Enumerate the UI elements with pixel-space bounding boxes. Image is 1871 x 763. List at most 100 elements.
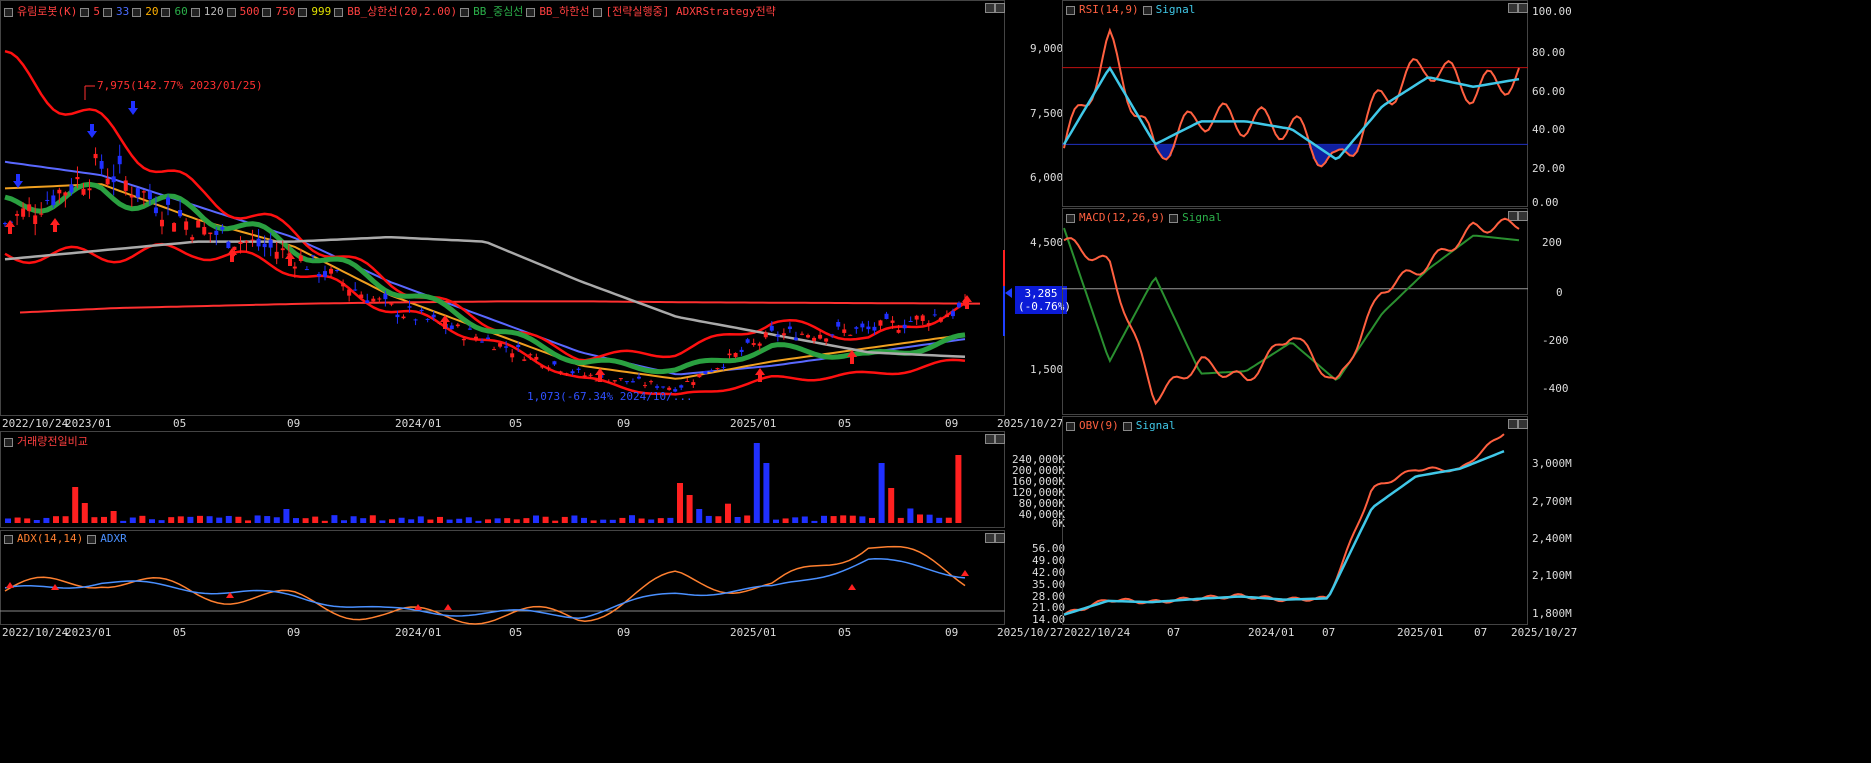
legend-checkbox[interactable] bbox=[226, 7, 236, 17]
legend-checkbox[interactable] bbox=[298, 7, 308, 17]
panel-restore-icon[interactable] bbox=[1508, 419, 1518, 429]
panel-close-icon[interactable] bbox=[995, 3, 1005, 13]
macd-axis: 200 0 -200 -400 bbox=[1528, 208, 1570, 415]
volume-bar bbox=[149, 519, 155, 523]
volume-tick: 80,000K bbox=[1018, 497, 1065, 510]
volume-bar bbox=[619, 517, 626, 523]
legend-checkbox[interactable] bbox=[4, 534, 13, 544]
candle-body bbox=[81, 188, 86, 195]
volume-bar bbox=[734, 516, 741, 523]
candle-body bbox=[371, 298, 376, 302]
panel-close-icon[interactable] bbox=[1518, 419, 1528, 429]
candle-body bbox=[437, 322, 442, 324]
candle-body bbox=[21, 208, 26, 217]
candle-body bbox=[757, 343, 762, 346]
candle-body bbox=[105, 178, 110, 185]
candle-body bbox=[413, 319, 418, 321]
panel-close-icon[interactable] bbox=[1518, 3, 1528, 13]
legend-checkbox[interactable] bbox=[262, 7, 272, 17]
main-legend-item: 999 bbox=[311, 5, 332, 18]
panel-restore-icon[interactable] bbox=[1508, 211, 1518, 221]
candle-body bbox=[636, 376, 641, 379]
candle-body bbox=[498, 343, 503, 347]
volume-bar bbox=[936, 517, 943, 523]
legend-checkbox[interactable] bbox=[1066, 421, 1075, 431]
volume-bar bbox=[955, 455, 962, 523]
ma500-line bbox=[19, 300, 980, 314]
x-tick-label: 2022/10/24 bbox=[2, 417, 69, 430]
legend-checkbox[interactable] bbox=[1169, 213, 1179, 223]
adx-tick: 56.00 bbox=[1032, 542, 1066, 555]
main-chart-panel[interactable] bbox=[0, 0, 1005, 416]
legend-checkbox[interactable] bbox=[102, 7, 112, 17]
candle-body bbox=[117, 155, 122, 165]
volume-bar bbox=[398, 517, 405, 523]
obv-panel[interactable] bbox=[1062, 416, 1528, 625]
buy-signal-arrow bbox=[755, 368, 765, 382]
panel-restore-icon[interactable] bbox=[985, 533, 995, 543]
volume-panel[interactable] bbox=[0, 431, 1005, 528]
legend-checkbox[interactable] bbox=[80, 7, 90, 17]
legend-checkbox[interactable] bbox=[190, 7, 200, 17]
volume-bar bbox=[446, 519, 453, 523]
volume-bar bbox=[725, 503, 731, 523]
legend-checkbox[interactable] bbox=[526, 7, 536, 17]
x-tick-label: 2024/01 bbox=[395, 417, 442, 430]
candle-body bbox=[190, 237, 195, 240]
panel-restore-icon[interactable] bbox=[985, 434, 995, 444]
candle-body bbox=[685, 380, 690, 382]
volume-bar bbox=[437, 516, 443, 523]
candle-body bbox=[407, 306, 412, 308]
candle-body bbox=[878, 320, 883, 326]
legend-checkbox[interactable] bbox=[1066, 213, 1075, 223]
legend-checkbox[interactable] bbox=[4, 437, 13, 447]
main-legend-item: 33 bbox=[115, 5, 130, 18]
legend-checkbox[interactable] bbox=[460, 7, 470, 17]
macd-panel[interactable] bbox=[1062, 208, 1528, 415]
candle-body bbox=[926, 323, 931, 326]
rsi-chart bbox=[1062, 27, 1528, 168]
obv_title-legend-item: Signal bbox=[1135, 419, 1176, 432]
legend-checkbox[interactable] bbox=[1122, 421, 1132, 431]
candle-body bbox=[920, 315, 925, 321]
x-tick-label: 05 bbox=[173, 626, 187, 639]
price-pointer-icon bbox=[1005, 288, 1012, 298]
x-tick-label: 2025/10/27 bbox=[997, 417, 1064, 430]
panel-close-icon[interactable] bbox=[995, 533, 1005, 543]
candle-body bbox=[667, 387, 672, 390]
volume-tick: 40,000K bbox=[1018, 508, 1065, 521]
legend-checkbox[interactable] bbox=[592, 7, 602, 17]
legend-checkbox[interactable] bbox=[1142, 5, 1152, 15]
legend-checkbox[interactable] bbox=[161, 7, 171, 17]
rsi-panel[interactable] bbox=[1062, 0, 1528, 207]
adx-chart bbox=[0, 545, 1005, 625]
panel-restore-icon[interactable] bbox=[985, 3, 995, 13]
volume-bar bbox=[667, 517, 674, 523]
adx-buy-arrow bbox=[414, 604, 422, 610]
candle-body bbox=[890, 320, 895, 323]
volume-tick: 0K bbox=[1051, 517, 1065, 530]
volume-bar bbox=[341, 520, 347, 523]
volume-bar bbox=[273, 517, 280, 523]
candle-body bbox=[769, 325, 774, 331]
legend-checkbox[interactable] bbox=[132, 7, 142, 17]
candle-body bbox=[618, 378, 623, 380]
panel-restore-icon[interactable] bbox=[1508, 3, 1518, 13]
legend-checkbox[interactable] bbox=[1066, 5, 1075, 15]
candle-body bbox=[159, 219, 164, 227]
legend-checkbox[interactable] bbox=[334, 7, 344, 17]
legend-checkbox[interactable] bbox=[4, 7, 13, 17]
panel-close-icon[interactable] bbox=[995, 434, 1005, 444]
legend-checkbox[interactable] bbox=[87, 534, 97, 544]
adx-panel[interactable] bbox=[0, 530, 1005, 625]
candle-body bbox=[226, 241, 231, 249]
macd-tick: 0 bbox=[1556, 286, 1563, 299]
candle-body bbox=[280, 248, 285, 251]
rsi-oversold-fill bbox=[1315, 144, 1320, 166]
main-legend-item: 500 bbox=[239, 5, 260, 18]
candle-body bbox=[643, 385, 647, 387]
buy-signal-arrow bbox=[962, 295, 972, 309]
panel-close-icon[interactable] bbox=[1518, 211, 1528, 221]
macd-legend: MACD(12,26,9) Signal bbox=[1066, 211, 1226, 224]
x-tick-label: 2024/01 bbox=[395, 626, 442, 639]
